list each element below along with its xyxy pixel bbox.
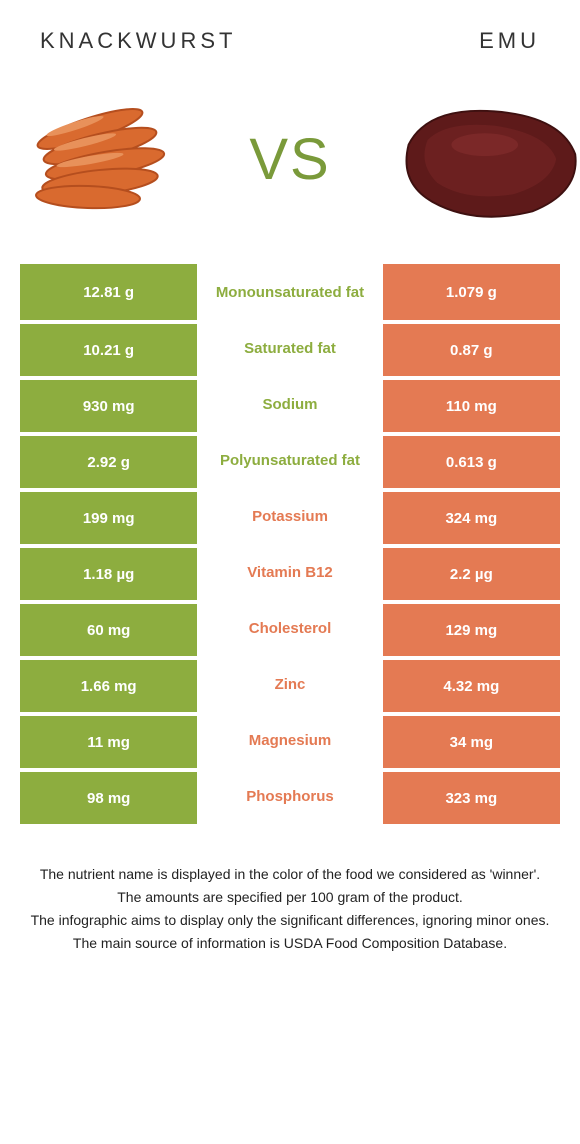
left-value: 2.92 g (20, 432, 201, 488)
left-value: 1.18 µg (20, 544, 201, 600)
left-value: 60 mg (20, 600, 201, 656)
table-row: 1.18 µgVitamin B122.2 µg (20, 544, 560, 600)
table-row: 60 mgCholesterol129 mg (20, 600, 560, 656)
table-row: 199 mgPotassium324 mg (20, 488, 560, 544)
right-value: 4.32 mg (379, 656, 560, 712)
header: Knackwurst Emu (0, 0, 580, 64)
table-row: 98 mgPhosphorus323 mg (20, 768, 560, 824)
left-value: 930 mg (20, 376, 201, 432)
right-value: 129 mg (379, 600, 560, 656)
left-value: 10.21 g (20, 320, 201, 376)
table-row: 2.92 gPolyunsaturated fat0.613 g (20, 432, 560, 488)
nutrient-label: Monounsaturated fat (201, 264, 378, 320)
right-value: 324 mg (379, 488, 560, 544)
footnote-line: The amounts are specified per 100 gram o… (30, 887, 550, 908)
footnote-line: The main source of information is USDA F… (30, 933, 550, 954)
table-row: 930 mgSodium110 mg (20, 376, 560, 432)
nutrient-label: Polyunsaturated fat (201, 432, 378, 488)
comparison-table: 12.81 gMonounsaturated fat1.079 g10.21 g… (0, 264, 580, 824)
right-value: 0.87 g (379, 320, 560, 376)
vs-label: VS (249, 126, 330, 193)
nutrient-label: Zinc (201, 656, 378, 712)
right-food-title: Emu (479, 28, 540, 54)
footnote-line: The nutrient name is displayed in the co… (30, 864, 550, 885)
left-value: 199 mg (20, 488, 201, 544)
left-value: 98 mg (20, 768, 201, 824)
left-value: 12.81 g (20, 264, 201, 320)
meat-icon (380, 84, 580, 234)
right-value: 110 mg (379, 376, 560, 432)
table-row: 10.21 gSaturated fat0.87 g (20, 320, 560, 376)
right-value: 323 mg (379, 768, 560, 824)
nutrient-label: Sodium (201, 376, 378, 432)
left-value: 11 mg (20, 712, 201, 768)
right-value: 2.2 µg (379, 544, 560, 600)
left-food-image (0, 84, 200, 234)
nutrient-label: Vitamin B12 (201, 544, 378, 600)
footnotes: The nutrient name is displayed in the co… (0, 824, 580, 976)
right-value: 1.079 g (379, 264, 560, 320)
right-value: 0.613 g (379, 432, 560, 488)
table-row: 1.66 mgZinc4.32 mg (20, 656, 560, 712)
sausages-icon (0, 84, 200, 234)
nutrient-label: Saturated fat (201, 320, 378, 376)
table-row: 12.81 gMonounsaturated fat1.079 g (20, 264, 560, 320)
footnote-line: The infographic aims to display only the… (30, 910, 550, 931)
nutrient-label: Cholesterol (201, 600, 378, 656)
hero-row: VS (0, 64, 580, 264)
nutrient-label: Magnesium (201, 712, 378, 768)
table-row: 11 mgMagnesium34 mg (20, 712, 560, 768)
right-value: 34 mg (379, 712, 560, 768)
nutrient-label: Potassium (201, 488, 378, 544)
right-food-image (380, 84, 580, 234)
left-food-title: Knackwurst (40, 28, 236, 54)
nutrient-label: Phosphorus (201, 768, 378, 824)
left-value: 1.66 mg (20, 656, 201, 712)
